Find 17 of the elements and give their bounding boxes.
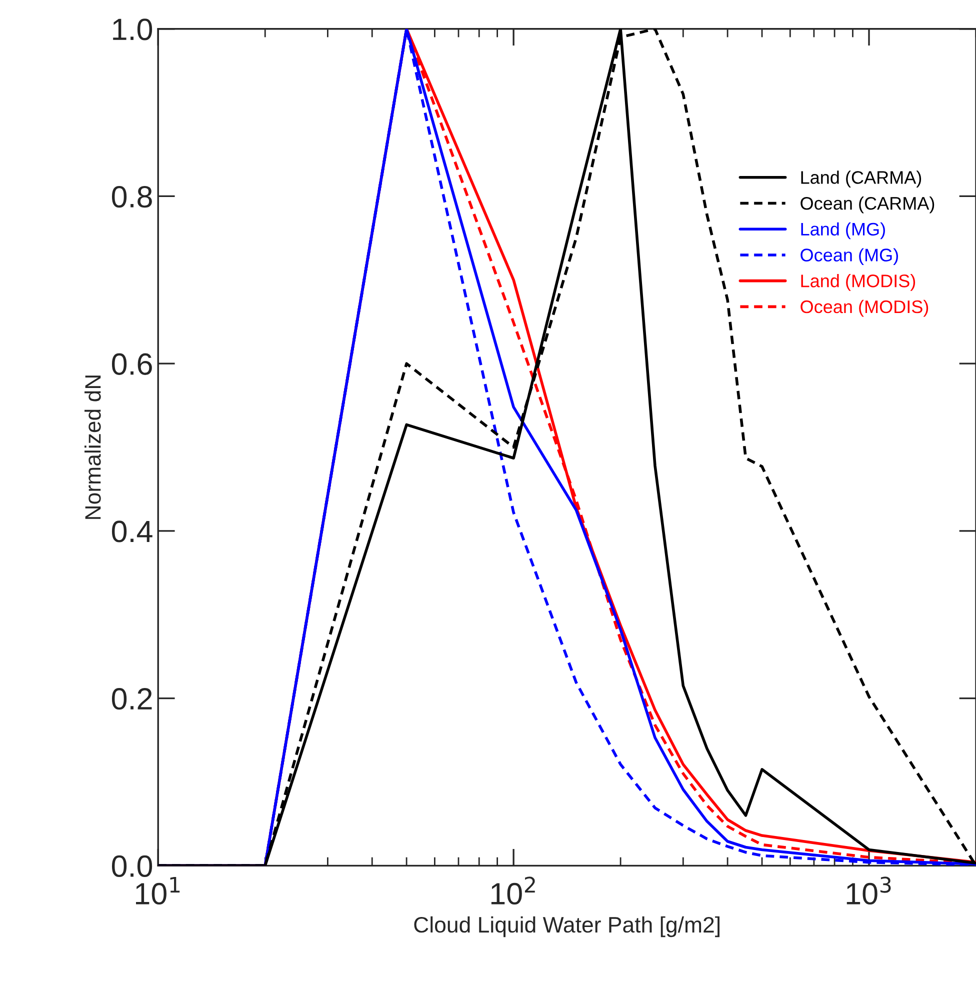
x-tick-label: 10$^{1}$ <box>136 876 180 905</box>
x-tick-label: 10$^{2}$ <box>491 876 535 905</box>
legend-label: Ocean (MG) <box>800 248 898 266</box>
y-axis-title: Normalized dN <box>84 376 101 519</box>
y-tick-label: 0.0 <box>112 855 152 878</box>
y-tick-label: 0.6 <box>112 353 152 375</box>
x-axis-title: Cloud Liquid Water Path [g/m2] <box>414 916 720 938</box>
y-tick-label: 1.0 <box>113 18 152 40</box>
legend-label: Land (MG) <box>801 222 885 240</box>
y-tick-label: 0.2 <box>112 688 152 710</box>
legend-label: Land (CARMA) <box>801 170 922 188</box>
y-tick-label: 0.8 <box>112 186 152 208</box>
y-tick-label: 0.4 <box>112 520 152 542</box>
legend-label: Ocean (CARMA) <box>800 196 934 214</box>
legend-label: Land (MODIS) <box>801 274 916 291</box>
x-tick-label: 10$^{3}$ <box>846 876 891 905</box>
legend-label: Ocean (MODIS) <box>800 300 928 317</box>
